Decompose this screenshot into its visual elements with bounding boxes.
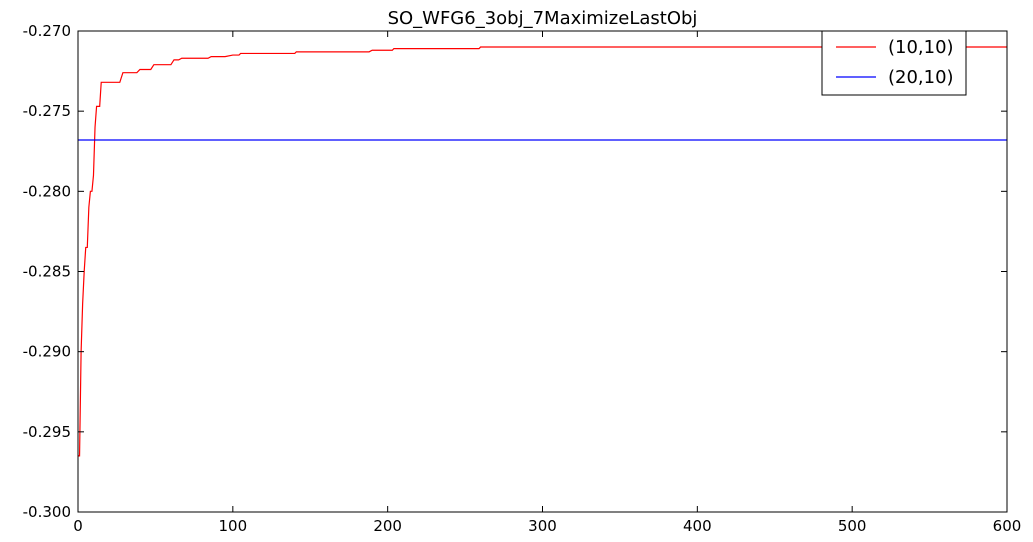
series-line-1 <box>78 46 1007 457</box>
axes: 0 100 200 300 400 500 600 -0.270 -0.275 -0.280 -0.… <box>23 22 1022 535</box>
x-tick-label: 300 <box>528 517 557 535</box>
x-tick-label: 500 <box>838 517 867 535</box>
legend-label-1: (10,10) <box>888 37 954 58</box>
y-tick-label: -0.285 <box>23 263 71 281</box>
legend: (10,10) (20,10) <box>821 30 967 96</box>
y-tick-label: -0.280 <box>23 182 71 200</box>
x-tick-label: 600 <box>993 517 1022 535</box>
x-tick-label: 0 <box>73 517 83 535</box>
y-tick-label: -0.295 <box>23 423 71 441</box>
legend-label-2: (20,10) <box>888 67 954 88</box>
x-tick-label: 200 <box>373 517 402 535</box>
y-tick-label: -0.275 <box>23 102 71 120</box>
x-tick-label: 400 <box>683 517 712 535</box>
chart-title: SO_WFG6_3obj_7MaximizeLastObj <box>388 8 698 29</box>
plot-frame <box>77 30 1008 513</box>
legend-box <box>821 30 967 96</box>
y-tick-label: -0.290 <box>23 343 71 361</box>
series-group <box>78 46 1007 457</box>
y-tick-label: -0.270 <box>23 22 71 40</box>
y-tick-label: -0.300 <box>23 503 71 521</box>
x-tick-label: 100 <box>219 517 248 535</box>
